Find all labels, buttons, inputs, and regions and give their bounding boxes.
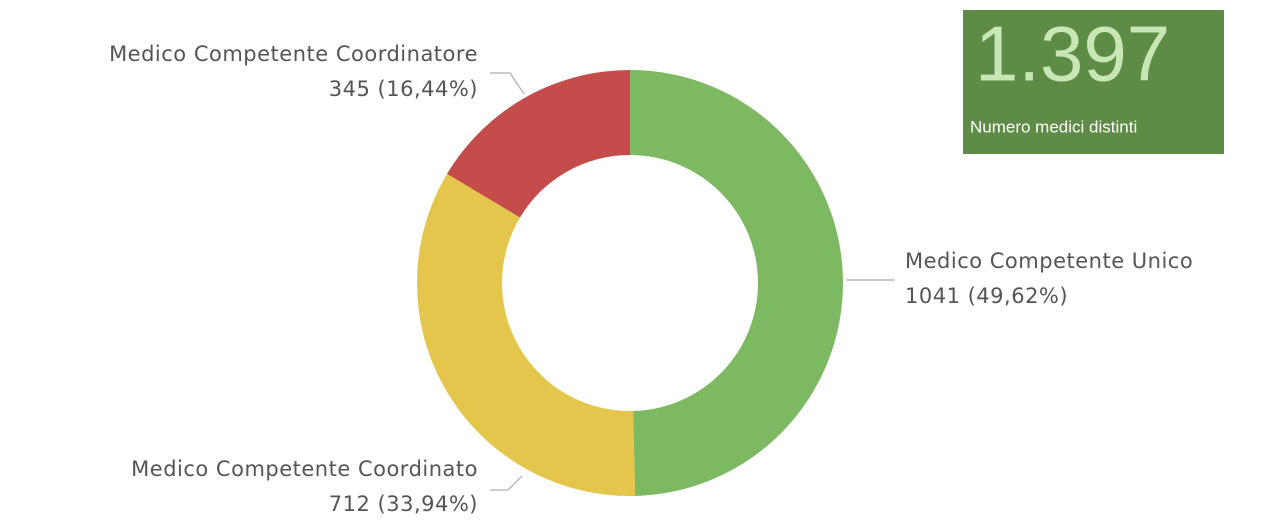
donut-slice xyxy=(447,70,630,218)
donut-slice xyxy=(417,173,636,496)
slice-value-label: 1041 (49,62%) xyxy=(905,284,1068,308)
slice-label: Medico Competente Coordinato xyxy=(131,457,478,481)
donut xyxy=(417,70,843,496)
leader-line xyxy=(490,475,523,491)
leader-line xyxy=(490,72,525,95)
donut-slice xyxy=(630,70,843,496)
slice-label: Medico Competente Coordinatore xyxy=(109,42,478,66)
slice-label: Medico Competente Unico xyxy=(905,249,1193,273)
slice-value-label: 712 (33,94%) xyxy=(329,492,478,516)
kpi-value: 1.397 xyxy=(975,10,1170,98)
slice-value-label: 345 (16,44%) xyxy=(329,77,478,101)
kpi-label: Numero medici distinti xyxy=(970,117,1137,136)
kpi-card xyxy=(963,10,1224,154)
